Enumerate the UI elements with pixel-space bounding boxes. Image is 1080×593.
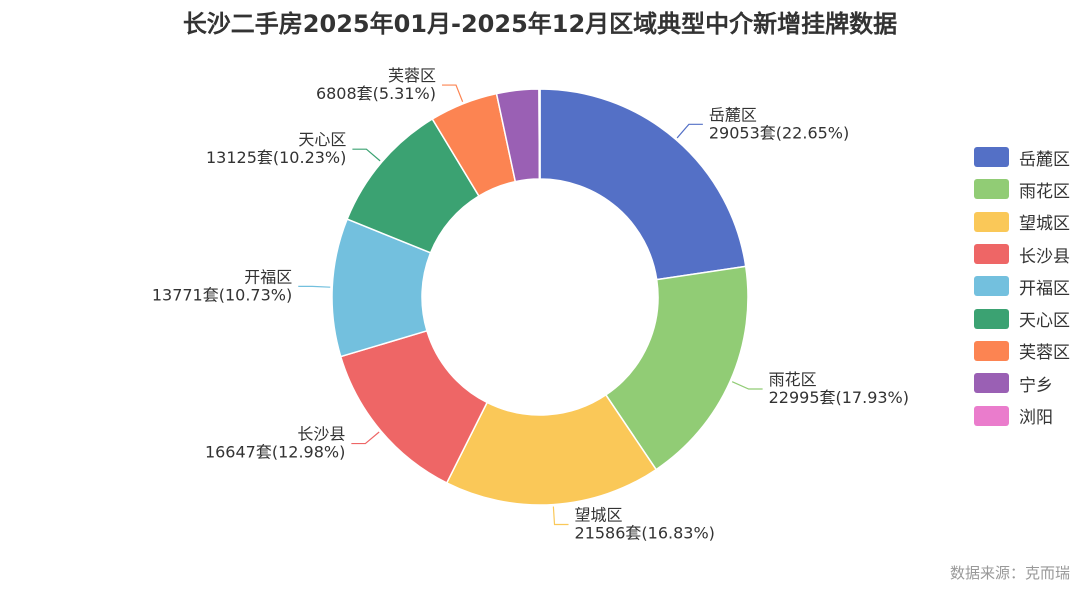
legend-item[interactable]: 望城区 bbox=[974, 206, 1070, 238]
legend-item[interactable]: 天心区 bbox=[974, 302, 1070, 334]
slice-label-name: 芙蓉区 bbox=[388, 66, 436, 85]
legend-swatch bbox=[974, 373, 1009, 394]
legend-swatch bbox=[974, 405, 1009, 426]
chart-legend: 岳麓区雨花区望城区长沙县开福区天心区芙蓉区宁乡浏阳 bbox=[974, 141, 1070, 432]
chart-title: 长沙二手房2025年01月-2025年12月区域典型中介新增挂牌数据 bbox=[182, 10, 898, 38]
legend-label: 长沙县 bbox=[1019, 246, 1070, 267]
slice-label-name: 岳麓区 bbox=[709, 105, 757, 124]
legend-swatch bbox=[974, 276, 1009, 297]
legend-swatch bbox=[974, 308, 1009, 329]
slice-label-value: 22995套(17.93%) bbox=[769, 388, 909, 407]
label-line-开福区 bbox=[298, 285, 331, 288]
legend-item[interactable]: 浏阳 bbox=[974, 399, 1070, 431]
legend-item[interactable]: 芙蓉区 bbox=[974, 335, 1070, 367]
slice-label-value: 13771套(10.73%) bbox=[152, 285, 292, 304]
slice-label-name: 开福区 bbox=[244, 267, 292, 286]
slice-望城区 bbox=[445, 393, 658, 506]
legend-swatch bbox=[974, 179, 1009, 200]
legend-item[interactable]: 长沙县 bbox=[974, 238, 1070, 270]
data-source-note: 数据来源：克而瑞 bbox=[949, 564, 1070, 582]
label-line-长沙县 bbox=[351, 431, 380, 445]
legend-swatch bbox=[974, 211, 1009, 232]
slice-label-value: 6808套(5.31%) bbox=[316, 84, 436, 103]
legend-item[interactable]: 宁乡 bbox=[974, 367, 1070, 399]
legend-swatch bbox=[974, 244, 1009, 265]
legend-item[interactable]: 岳麓区 bbox=[974, 141, 1070, 173]
label-line-望城区 bbox=[552, 506, 569, 526]
slice-label-name: 望城区 bbox=[575, 506, 623, 525]
legend-swatch bbox=[974, 340, 1009, 361]
legend-label: 雨花区 bbox=[1019, 181, 1070, 202]
legend-label: 望城区 bbox=[1019, 214, 1070, 235]
legend-item[interactable]: 雨花区 bbox=[974, 173, 1070, 205]
legend-item[interactable]: 开福区 bbox=[974, 270, 1070, 302]
slice-label-name: 雨花区 bbox=[769, 370, 817, 389]
slice-label-value: 21586套(16.83%) bbox=[575, 524, 715, 543]
legend-label: 宁乡 bbox=[1019, 375, 1053, 396]
label-line-芙蓉区 bbox=[441, 84, 464, 102]
slice-浏阳 bbox=[538, 88, 541, 180]
slice-label-name: 天心区 bbox=[298, 130, 346, 149]
slice-label-name: 长沙县 bbox=[297, 425, 345, 444]
slice-label-value: 13125套(10.23%) bbox=[206, 148, 346, 167]
legend-label: 芙蓉区 bbox=[1019, 343, 1070, 364]
slice-label-value: 16647套(12.98%) bbox=[205, 443, 345, 462]
legend-label: 开福区 bbox=[1019, 278, 1070, 299]
legend-label: 岳麓区 bbox=[1019, 149, 1070, 170]
slice-label-value: 29053套(22.65%) bbox=[709, 123, 849, 142]
slice-雨花区 bbox=[604, 265, 749, 471]
label-line-雨花区 bbox=[731, 381, 763, 390]
slice-岳麓区 bbox=[539, 88, 747, 281]
label-line-岳麓区 bbox=[676, 123, 703, 139]
legend-label: 天心区 bbox=[1019, 311, 1070, 332]
legend-swatch bbox=[974, 147, 1009, 168]
legend-label: 浏阳 bbox=[1019, 408, 1053, 429]
label-line-天心区 bbox=[352, 148, 381, 162]
